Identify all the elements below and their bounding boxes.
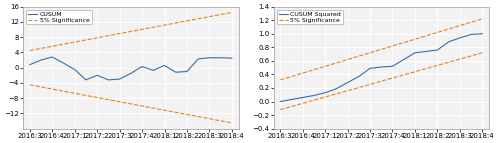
CUSUM <box>162 64 168 66</box>
CUSUM <box>195 58 201 60</box>
CUSUM <box>116 78 122 80</box>
CUSUM Squared <box>457 37 463 39</box>
CUSUM Squared <box>423 50 429 52</box>
CUSUM Squared <box>434 49 440 51</box>
Legend: CUSUM, 5% Significance: CUSUM, 5% Significance <box>26 10 92 24</box>
CUSUM Squared <box>356 76 362 77</box>
CUSUM Squared <box>390 65 396 67</box>
Legend: CUSUM Squared, 5% Significance: CUSUM Squared, 5% Significance <box>276 10 343 24</box>
CUSUM <box>94 75 100 76</box>
CUSUM <box>27 64 33 65</box>
CUSUM <box>106 79 112 81</box>
CUSUM Squared <box>300 97 306 98</box>
CUSUM Squared <box>480 33 486 35</box>
CUSUM <box>218 57 224 59</box>
CUSUM <box>38 59 44 61</box>
CUSUM Squared <box>334 88 340 90</box>
CUSUM <box>150 69 156 71</box>
CUSUM Squared <box>277 101 283 102</box>
CUSUM Squared <box>400 59 406 60</box>
CUSUM <box>229 57 235 59</box>
CUSUM Squared <box>378 66 384 68</box>
CUSUM Squared <box>288 99 294 100</box>
CUSUM Squared <box>311 95 317 96</box>
CUSUM <box>206 57 212 59</box>
Line: CUSUM Squared: CUSUM Squared <box>280 34 482 102</box>
CUSUM Squared <box>468 34 474 35</box>
CUSUM <box>128 73 134 74</box>
CUSUM <box>184 71 190 72</box>
CUSUM <box>172 71 178 73</box>
CUSUM <box>83 79 89 81</box>
CUSUM Squared <box>446 41 452 43</box>
Line: CUSUM: CUSUM <box>30 57 232 80</box>
CUSUM <box>60 62 66 64</box>
CUSUM Squared <box>322 92 328 94</box>
CUSUM <box>50 56 56 58</box>
CUSUM <box>139 66 145 67</box>
CUSUM Squared <box>344 82 350 83</box>
CUSUM <box>72 69 78 70</box>
CUSUM Squared <box>412 52 418 54</box>
CUSUM Squared <box>367 67 373 69</box>
